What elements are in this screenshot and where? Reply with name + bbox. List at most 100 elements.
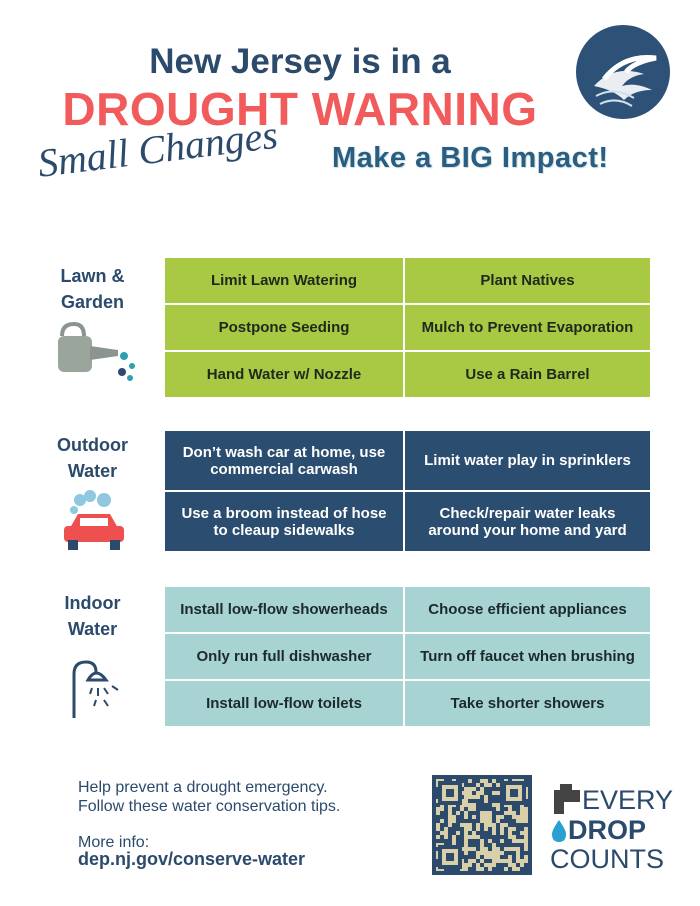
qr-module xyxy=(444,815,448,819)
shower-icon xyxy=(72,660,119,718)
qr-module xyxy=(516,843,520,847)
qr-module xyxy=(480,823,484,827)
qr-module xyxy=(512,807,516,811)
qr-module xyxy=(448,839,452,843)
section-label: Garden xyxy=(60,292,125,312)
qr-module xyxy=(440,815,444,819)
qr-module xyxy=(484,839,488,843)
qr-module xyxy=(444,811,448,815)
qr-module xyxy=(520,823,524,827)
section-label: Water xyxy=(67,619,118,639)
qr-module xyxy=(496,799,500,803)
qr-module xyxy=(524,823,528,827)
faucet-icon xyxy=(552,784,580,842)
title-line1: New Jersey is in a xyxy=(149,42,451,81)
qr-module xyxy=(468,799,472,803)
qr-module xyxy=(456,807,460,811)
qr-module xyxy=(444,823,448,827)
qr-module xyxy=(476,799,480,803)
qr-module xyxy=(512,819,516,823)
qr-module xyxy=(500,819,504,823)
qr-module xyxy=(510,789,518,797)
qr-module xyxy=(512,851,516,855)
qr-module xyxy=(496,831,500,835)
qr-module xyxy=(468,855,472,859)
qr-module xyxy=(460,839,464,843)
qr-module xyxy=(476,819,480,823)
logo-word: EVERY xyxy=(582,785,674,815)
qr-module xyxy=(496,811,500,815)
qr-module xyxy=(504,831,508,835)
qr-module xyxy=(484,787,488,791)
qr-module xyxy=(472,839,476,843)
qr-module xyxy=(460,831,464,835)
qr-module xyxy=(480,799,484,803)
qr-module xyxy=(472,819,476,823)
qr-module xyxy=(504,855,508,859)
qr-module xyxy=(500,835,504,839)
qr-module xyxy=(472,827,476,831)
title-line2: DROUGHT WARNING xyxy=(62,83,538,135)
qr-module xyxy=(492,815,496,819)
qr-module xyxy=(512,823,516,827)
qr-module xyxy=(504,815,508,819)
qr-module xyxy=(500,811,504,815)
qr-module xyxy=(464,855,468,859)
qr-module xyxy=(468,867,472,871)
qr-module xyxy=(456,815,460,819)
qr-module xyxy=(488,803,492,807)
tagline: Make a BIG Impact! xyxy=(332,142,609,174)
qr-module xyxy=(492,783,496,787)
qr-module xyxy=(480,783,484,787)
qr-module xyxy=(476,787,480,791)
qr-module xyxy=(468,851,472,855)
qr-module xyxy=(512,855,516,859)
qr-module xyxy=(460,835,464,839)
qr-module xyxy=(476,803,480,807)
qr-module xyxy=(456,839,460,843)
qr-module xyxy=(476,807,480,811)
qr-module xyxy=(448,827,452,831)
qr-module xyxy=(440,811,444,815)
qr-module xyxy=(520,843,524,847)
qr-module xyxy=(480,827,484,831)
qr-module xyxy=(472,791,476,795)
qr-module xyxy=(456,827,460,831)
qr-module xyxy=(520,867,524,871)
qr-module xyxy=(524,863,528,867)
qr-module xyxy=(488,787,492,791)
qr-module xyxy=(476,847,480,851)
qr-module xyxy=(520,827,524,831)
qr-module xyxy=(520,855,524,859)
qr-module xyxy=(444,807,448,811)
qr-module xyxy=(504,843,508,847)
qr-module xyxy=(516,811,520,815)
qr-module xyxy=(472,783,476,787)
qr-module xyxy=(448,835,452,839)
qr-module xyxy=(476,831,480,835)
qr-module xyxy=(492,811,496,815)
qr-module xyxy=(484,867,488,871)
qr-module xyxy=(496,823,500,827)
tip-cell: Don’t wash car at home, use commercial c… xyxy=(165,431,403,490)
qr-module xyxy=(472,863,476,867)
qr-module xyxy=(472,843,476,847)
qr-module xyxy=(488,799,492,803)
qr-module xyxy=(488,795,492,799)
qr-module xyxy=(472,867,476,871)
qr-module xyxy=(436,839,440,843)
qr-module xyxy=(496,779,500,783)
tip-cell: Use a Rain Barrel xyxy=(405,352,650,397)
url[interactable]: dep.nj.gov/conserve-water xyxy=(78,849,306,869)
qr-module xyxy=(484,803,488,807)
qr-module xyxy=(452,823,456,827)
qr-module xyxy=(508,819,512,823)
qr-module xyxy=(436,831,440,835)
qr-module xyxy=(496,863,500,867)
qr-module xyxy=(492,867,496,871)
tip-cell: Plant Natives xyxy=(405,258,650,303)
qr-module xyxy=(488,779,492,783)
qr-module xyxy=(480,807,484,811)
qr-module xyxy=(488,835,492,839)
